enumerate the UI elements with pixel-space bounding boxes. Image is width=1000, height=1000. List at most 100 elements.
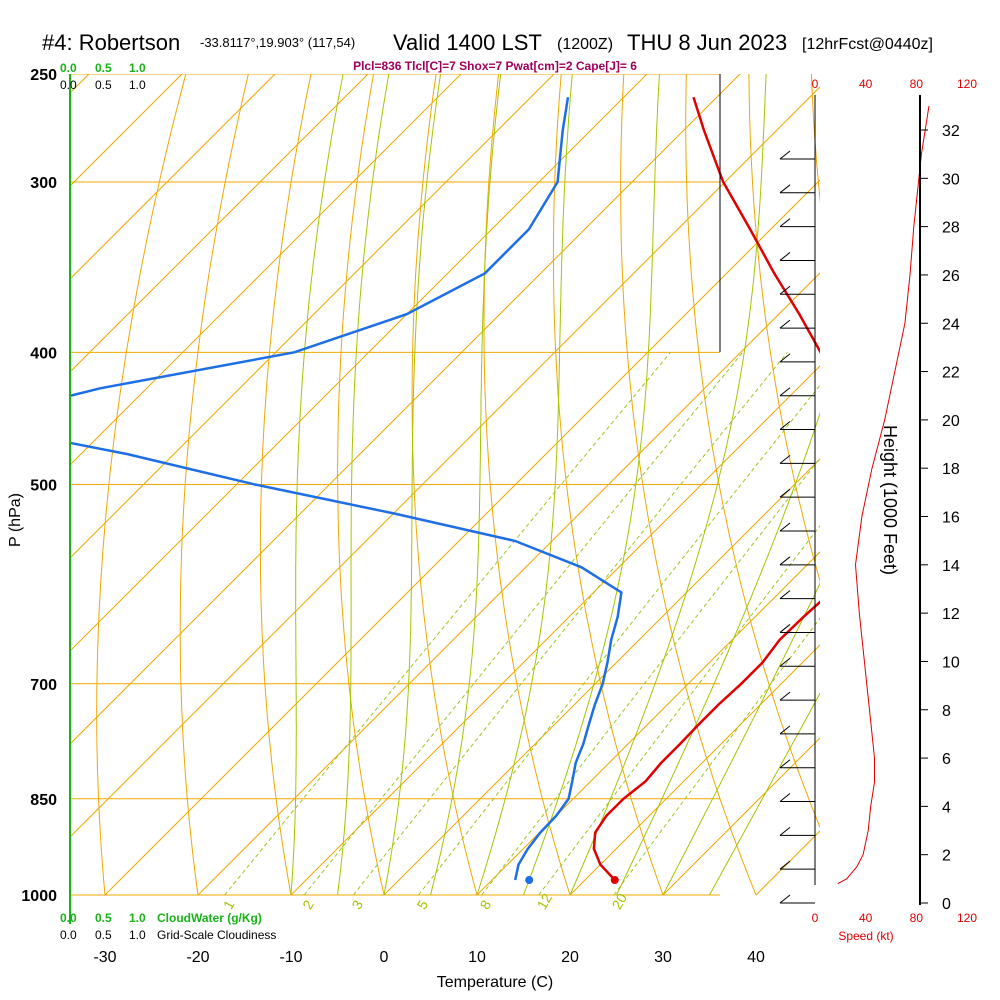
height-tick-label-2: 4 bbox=[942, 799, 951, 816]
x-tick-label-1: -20 bbox=[186, 949, 209, 966]
top-black-0: 0.0 bbox=[60, 78, 77, 92]
cloudiness-label: Grid-Scale Cloudiness bbox=[157, 928, 276, 942]
isotherm bbox=[70, 74, 555, 559]
height-tick-label-0: 0 bbox=[942, 896, 951, 913]
dry-adiabat bbox=[810, 74, 820, 204]
x-tick-label-0: -30 bbox=[93, 949, 116, 966]
x-tick-label-2: -10 bbox=[279, 949, 302, 966]
isotherm bbox=[70, 74, 741, 745]
bottom-cloud-scale: 0.0 0.5 1.0 CloudWater (g/Kg) 0.0 0.5 1.… bbox=[60, 911, 276, 942]
bottom-black-0: 0.0 bbox=[60, 928, 77, 942]
top-black-1: 0.5 bbox=[95, 78, 112, 92]
mixing-ratio-label: 2 bbox=[299, 897, 317, 912]
height-tick-label-4: 8 bbox=[942, 703, 951, 720]
isotherm bbox=[849, 74, 1000, 895]
dry-adiabat bbox=[179, 74, 249, 896]
cloudwater-label: CloudWater (g/Kg) bbox=[157, 911, 262, 925]
mixing-ratio-line bbox=[538, 525, 820, 896]
mixing-ratio-line bbox=[353, 351, 788, 896]
isotherm bbox=[197, 272, 820, 896]
mixing-ratio-label: 20 bbox=[609, 890, 631, 912]
station-coords: -33.8117°,19.903° (117,54) bbox=[200, 35, 355, 50]
height-tick-label-14: 28 bbox=[942, 220, 960, 237]
dry-adiabat bbox=[552, 74, 664, 896]
wind-barb-flag bbox=[779, 691, 791, 701]
axes: 1 2 3 5 8 12 20-30 -20 -10 0 10 20 30 401000850700500… bbox=[21, 67, 959, 966]
moist-adiabat bbox=[430, 74, 502, 896]
wind-barb-flag bbox=[779, 590, 791, 600]
moist-adiabat bbox=[383, 74, 442, 896]
speed-bottom-tick-2: 80 bbox=[910, 911, 924, 925]
valid-time: Valid 1400 LST bbox=[393, 30, 542, 55]
mixing-ratio-label: 8 bbox=[477, 897, 495, 912]
mixing-ratio-label: 5 bbox=[413, 897, 431, 912]
dry-adiabat bbox=[937, 74, 1000, 895]
top-cloud-scale: 0.0 0.5 1.0 0.0 0.5 1.0 bbox=[60, 61, 146, 92]
top-black-2: 1.0 bbox=[129, 78, 146, 92]
speed-top-tick-3: 120 bbox=[957, 77, 977, 91]
forecast-label: [12hrFcst@0440z] bbox=[802, 36, 933, 53]
wind-barb-flag bbox=[779, 725, 791, 735]
valid-date: THU 8 Jun 2023 bbox=[627, 30, 787, 55]
wind-barb-flag bbox=[779, 285, 791, 295]
x-axis-title: Temperature (C) bbox=[437, 974, 553, 991]
mixing-ratio-line bbox=[481, 457, 820, 896]
pressure-tick-label-3: 500 bbox=[30, 478, 57, 495]
moist-adiabat bbox=[616, 411, 820, 896]
wind-barb-flag bbox=[779, 150, 791, 160]
dry-adiabat bbox=[411, 74, 478, 896]
wind-barb-flag bbox=[779, 184, 791, 194]
wind-barb-flag bbox=[779, 793, 791, 802]
moist-adiabat bbox=[709, 692, 820, 896]
isotherm bbox=[70, 86, 820, 838]
x-tick-label-4: 10 bbox=[468, 949, 486, 966]
isotherm bbox=[476, 551, 820, 896]
wind-barb-flag bbox=[779, 387, 791, 397]
dry-adiabat bbox=[483, 74, 571, 896]
wind-barb-flag bbox=[779, 319, 791, 329]
top-green-0: 0.0 bbox=[60, 61, 77, 75]
speed-axis-title: Speed (kt) bbox=[838, 929, 893, 943]
mixing-ratio-line bbox=[224, 351, 671, 896]
temperature-line bbox=[592, 96, 820, 881]
isotherm bbox=[70, 74, 276, 280]
moist-adiabat bbox=[337, 74, 390, 896]
moist-adiabat bbox=[290, 74, 344, 896]
height-tick-label-16: 32 bbox=[942, 123, 960, 140]
isotherm bbox=[104, 179, 820, 896]
wind-barb-flag bbox=[779, 252, 791, 261]
wind-barb-flag bbox=[779, 522, 791, 532]
mixing-ratio-label: 12 bbox=[533, 890, 555, 912]
isotherm bbox=[662, 737, 820, 896]
mixing-ratio-line bbox=[418, 384, 820, 896]
wind-barb-flag bbox=[779, 826, 791, 836]
dry-adiabat bbox=[96, 74, 187, 896]
speed-top-tick-0: 0 bbox=[812, 77, 819, 91]
surface-dewpoint-dot bbox=[525, 876, 534, 885]
dry-adiabat bbox=[259, 74, 312, 896]
bottom-black-2: 1.0 bbox=[129, 928, 146, 942]
pressure-tick-label-1: 850 bbox=[30, 792, 57, 809]
height-tick-label-5: 10 bbox=[942, 654, 960, 671]
x-tick-label-6: 30 bbox=[654, 949, 672, 966]
top-green-2: 1.0 bbox=[129, 61, 146, 75]
height-tick-label-15: 30 bbox=[942, 171, 960, 188]
wind-barb-flag bbox=[779, 556, 791, 566]
height-tick-label-10: 20 bbox=[942, 413, 960, 430]
wind-barb-flag bbox=[779, 218, 791, 228]
wind-barb-flag bbox=[779, 488, 791, 498]
height-tick-label-3: 6 bbox=[942, 751, 951, 768]
isotherm bbox=[755, 830, 820, 896]
isotherm bbox=[70, 74, 462, 466]
top-green-1: 0.5 bbox=[95, 61, 112, 75]
speed-bottom-tick-0: 0 bbox=[812, 911, 819, 925]
dry-adiabat bbox=[620, 74, 757, 896]
pressure-tick-label-5: 300 bbox=[30, 175, 57, 192]
bottom-black-1: 0.5 bbox=[95, 928, 112, 942]
wind-barb-flag bbox=[779, 657, 791, 667]
isotherm bbox=[383, 458, 820, 896]
height-tick-label-12: 24 bbox=[942, 316, 960, 333]
y-axis-title: P (hPa) bbox=[7, 493, 24, 547]
wind-barb-flag bbox=[779, 759, 791, 769]
